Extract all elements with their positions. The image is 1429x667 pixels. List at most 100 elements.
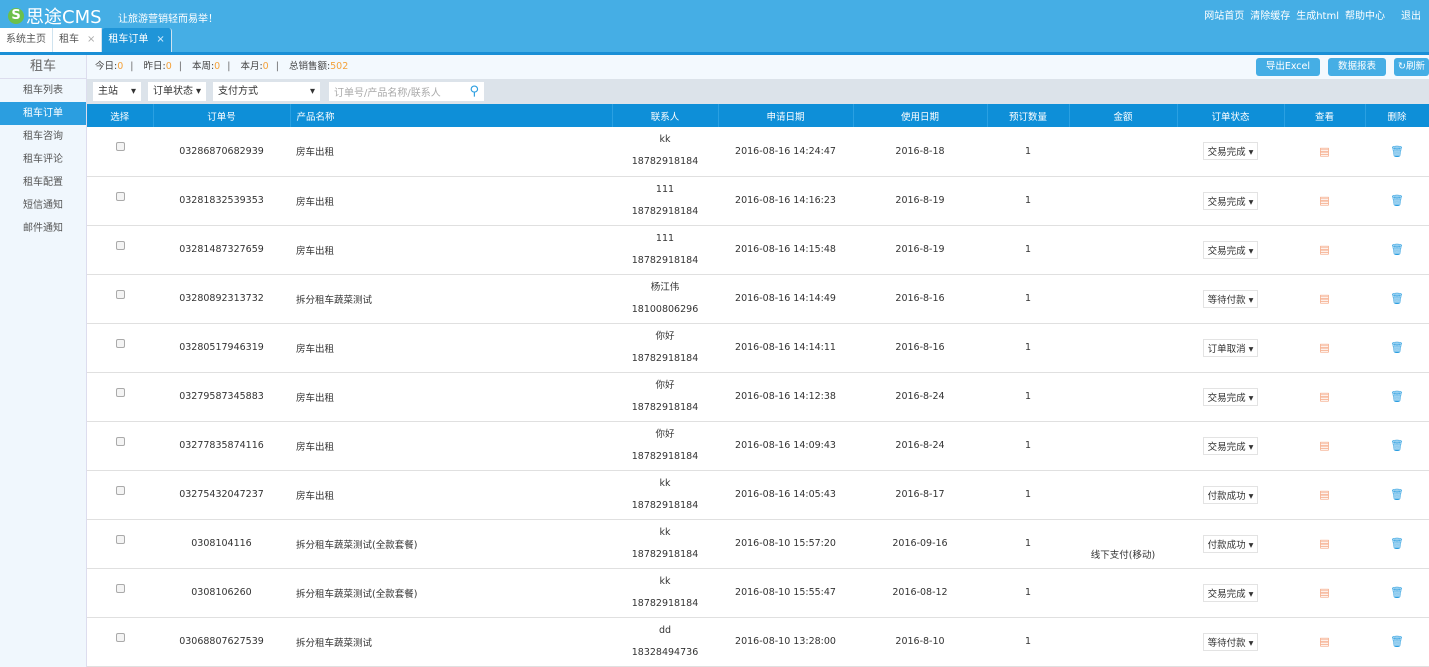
view-document-icon[interactable]: ▤ xyxy=(1319,194,1330,207)
row-checkbox[interactable] xyxy=(115,436,125,446)
trash-icon[interactable]: 🗑︎ xyxy=(1390,439,1404,452)
status-select[interactable]: 交易完成 ▾ xyxy=(1202,583,1259,602)
refresh-button[interactable]: ↻刷新 xyxy=(1394,58,1429,76)
view-document-icon[interactable]: ▤ xyxy=(1319,390,1330,403)
tab-home[interactable]: 系统主页 xyxy=(0,28,53,52)
trash-icon[interactable]: 🗑︎ xyxy=(1390,635,1404,648)
view-document-icon[interactable]: ▤ xyxy=(1319,292,1330,305)
sidebar-item-car-config[interactable]: 租车配置 xyxy=(23,177,63,188)
row-checkbox[interactable] xyxy=(115,387,125,397)
stats-bar: 今日:0 | 昨日:0 | 本周:0 | 本月:0 | 总销售额:502 xyxy=(87,55,1429,79)
status-select[interactable]: 付款成功 ▾ xyxy=(1202,534,1259,553)
status-select[interactable]: 交易完成 ▾ xyxy=(1202,436,1259,455)
status-value: 交易完成 xyxy=(1207,196,1246,208)
trash-icon[interactable]: 🗑︎ xyxy=(1390,243,1404,256)
contact-name: 111 xyxy=(655,183,675,195)
select-cell xyxy=(87,176,153,226)
sidebar-item-car-reviews[interactable]: 租车评论 xyxy=(23,154,63,165)
contact-phone: 18782918184 xyxy=(631,401,699,413)
status-value: 等待付款 xyxy=(1207,637,1246,649)
view-document-icon[interactable]: ▤ xyxy=(1319,341,1330,354)
trash-icon[interactable]: 🗑︎ xyxy=(1390,390,1404,403)
use-date: 2016-09-16 xyxy=(853,519,987,569)
sidebar-item-car-list[interactable]: 租车列表 xyxy=(23,85,63,96)
row-checkbox[interactable] xyxy=(115,289,125,299)
row-checkbox[interactable] xyxy=(115,142,125,152)
site-select[interactable]: 主站 ▾ xyxy=(93,82,141,101)
divider xyxy=(0,52,1429,55)
status-select[interactable]: 订单取消 ▾ xyxy=(1202,338,1259,357)
status-select[interactable]: 交易完成 ▾ xyxy=(1202,387,1259,406)
tab-car-orders[interactable]: 租车订单 × xyxy=(102,28,172,52)
stat-label: 今日: xyxy=(95,61,118,72)
top-bar: S 思途CMS 让旅游营销轻而易举！ 网站首页 清除缓存 生成html 帮助中心 … xyxy=(0,0,1429,52)
view-document-icon[interactable]: ▤ xyxy=(1319,439,1330,452)
tab-car-rental[interactable]: 租车 × xyxy=(53,28,103,52)
status-select[interactable]: 交易完成 ▾ xyxy=(1202,240,1259,259)
status-select[interactable]: 交易完成 ▾ xyxy=(1202,142,1259,161)
view-document-icon[interactable]: ▤ xyxy=(1319,537,1330,550)
trash-icon[interactable]: 🗑︎ xyxy=(1390,537,1404,550)
close-icon[interactable]: × xyxy=(156,34,165,45)
status-select[interactable]: 等待付款 ▾ xyxy=(1202,632,1259,651)
status-select[interactable]: 付款成功 ▾ xyxy=(1202,485,1259,504)
use-date: 2016-8-24 xyxy=(853,421,987,471)
table-row: 03281487327659 房车出租 111 18782918184 2016-… xyxy=(87,225,1429,275)
trash-icon[interactable]: 🗑︎ xyxy=(1390,341,1404,354)
row-checkbox[interactable] xyxy=(115,191,125,201)
status-select[interactable]: 交易完成 ▾ xyxy=(1202,191,1259,210)
sidebar-item-sms[interactable]: 短信通知 xyxy=(23,200,63,211)
contact-name: kk xyxy=(659,575,671,587)
quantity: 1 xyxy=(987,176,1069,226)
trash-icon[interactable]: 🗑︎ xyxy=(1390,144,1404,158)
search-icon[interactable]: ⚲ xyxy=(469,84,479,99)
amount-cell: 线下支付(移动) xyxy=(1069,519,1177,569)
status-cell: 交易完成 ▾ xyxy=(1177,225,1284,275)
link-home[interactable]: 网站首页 xyxy=(1204,11,1245,22)
data-report-button[interactable]: 数据报表 xyxy=(1328,58,1387,76)
row-checkbox[interactable] xyxy=(115,240,125,250)
contact-phone: 18782918184 xyxy=(631,254,699,266)
sidebar-item-car-orders[interactable]: 租车订单 xyxy=(0,102,86,125)
trash-icon[interactable]: 🗑︎ xyxy=(1390,488,1404,501)
view-document-icon[interactable]: ▤ xyxy=(1319,488,1330,501)
link-clear-cache[interactable]: 清除缓存 xyxy=(1250,11,1291,22)
amount-cell xyxy=(1069,568,1177,618)
trash-icon[interactable]: 🗑︎ xyxy=(1390,292,1404,305)
product-name: 房车出租 xyxy=(290,225,612,275)
row-checkbox[interactable] xyxy=(115,583,125,593)
view-cell: ▤ xyxy=(1284,519,1365,569)
quantity: 1 xyxy=(987,470,1069,520)
contact-cell: kk 18782918184 xyxy=(612,470,718,520)
row-checkbox[interactable] xyxy=(115,485,125,495)
contact-name: 你好 xyxy=(655,379,675,391)
applied-date: 2016-08-10 15:57:20 xyxy=(718,519,853,569)
sidebar-item-car-inquiry[interactable]: 租车咨询 xyxy=(23,131,63,142)
close-icon[interactable]: × xyxy=(87,34,96,45)
payment-select[interactable]: 支付方式 ▾ xyxy=(213,82,320,101)
status-select[interactable]: 等待付款 ▾ xyxy=(1202,289,1259,308)
search-input[interactable]: 订单号/产品名称/联系人 ⚲ xyxy=(329,82,484,101)
trash-icon[interactable]: 🗑︎ xyxy=(1390,586,1404,599)
view-document-icon[interactable]: ▤ xyxy=(1319,586,1330,599)
view-cell: ▤ xyxy=(1284,372,1365,422)
link-generate-html[interactable]: 生成html xyxy=(1296,11,1339,22)
row-checkbox[interactable] xyxy=(115,632,125,642)
amount-cell xyxy=(1069,372,1177,422)
order-status-select[interactable]: 订单状态 ▾ xyxy=(148,82,206,101)
row-checkbox[interactable] xyxy=(115,338,125,348)
sidebar-item-email[interactable]: 邮件通知 xyxy=(23,223,63,234)
view-document-icon[interactable]: ▤ xyxy=(1319,243,1330,256)
export-excel-button[interactable]: 导出Excel xyxy=(1255,58,1320,76)
trash-icon[interactable]: 🗑︎ xyxy=(1390,194,1404,207)
link-logout[interactable]: 退出 xyxy=(1401,11,1421,22)
view-cell: ▤ xyxy=(1284,421,1365,471)
use-date: 2016-8-24 xyxy=(853,372,987,422)
view-document-icon[interactable]: ▤ xyxy=(1319,144,1330,158)
link-help[interactable]: 帮助中心 xyxy=(1345,11,1385,22)
dropdown-arrow-icon: ▾ xyxy=(309,86,315,97)
select-cell xyxy=(87,323,153,373)
order-no: 03280892313732 xyxy=(153,274,290,324)
view-document-icon[interactable]: ▤ xyxy=(1319,635,1330,648)
row-checkbox[interactable] xyxy=(115,534,125,544)
